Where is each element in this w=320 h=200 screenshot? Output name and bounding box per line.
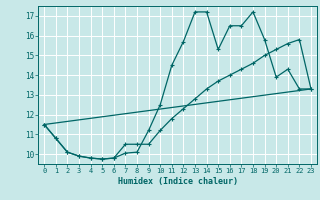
X-axis label: Humidex (Indice chaleur): Humidex (Indice chaleur) <box>118 177 238 186</box>
